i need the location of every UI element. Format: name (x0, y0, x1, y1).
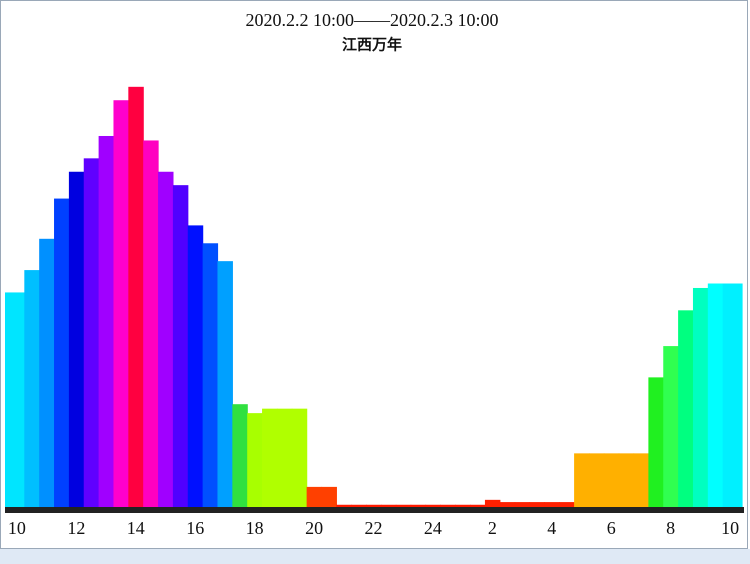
bar (484, 499, 501, 507)
bar (559, 502, 575, 507)
x-tick-label: 18 (246, 518, 264, 538)
x-tick-label: 2 (488, 518, 497, 538)
bar (24, 270, 40, 507)
bar (707, 283, 724, 507)
bar (232, 404, 248, 507)
bar (247, 413, 263, 507)
bar (618, 453, 635, 507)
x-tick-label: 10 (721, 518, 739, 538)
bar (603, 453, 620, 507)
bar (455, 504, 471, 507)
bar (499, 502, 516, 507)
bar (143, 140, 159, 507)
x-tick-label: 10 (8, 518, 26, 538)
bar (395, 504, 412, 507)
bar (276, 408, 293, 507)
bar (544, 502, 560, 507)
bar (98, 135, 115, 508)
bar (380, 504, 397, 507)
chart-subtitle: 江西万年 (342, 36, 402, 54)
bar (321, 486, 337, 507)
bar (648, 377, 664, 507)
bar (83, 158, 100, 507)
bar (306, 486, 323, 507)
x-tick-label: 22 (365, 518, 383, 538)
x-tick-label: 16 (186, 518, 204, 538)
bar (410, 504, 427, 507)
bar (425, 504, 441, 507)
bar (722, 283, 743, 507)
bar (351, 504, 367, 507)
bar (514, 502, 531, 507)
bar (574, 453, 590, 507)
bar (172, 185, 189, 507)
bar (440, 504, 456, 507)
x-tick-label: 24 (424, 518, 442, 538)
bar (5, 292, 25, 507)
bar (678, 310, 694, 507)
bar (187, 225, 204, 507)
x-tick-label: 12 (67, 518, 85, 538)
x-axis (5, 507, 744, 513)
x-tick-label: 20 (305, 518, 323, 538)
bar (529, 502, 545, 507)
bar (128, 86, 144, 507)
bottom-strip (0, 549, 750, 564)
bar (692, 287, 709, 507)
bar (39, 238, 55, 508)
bar (633, 453, 649, 507)
bar (291, 408, 308, 507)
bar (663, 346, 679, 507)
bar (262, 408, 278, 507)
bar (588, 453, 605, 507)
bar (158, 171, 174, 507)
bar (366, 504, 382, 507)
bar (470, 504, 486, 507)
bar (113, 100, 129, 507)
x-tick-label: 6 (607, 518, 616, 538)
bar (54, 198, 70, 507)
bar (336, 504, 352, 507)
bar (202, 243, 219, 507)
chart-title: 2020.2.2 10:00——2020.2.3 10:00 (245, 10, 498, 30)
x-tick-label: 4 (547, 518, 556, 538)
x-tick-label: 8 (666, 518, 675, 538)
bar (68, 171, 85, 507)
x-tick-label: 14 (127, 518, 145, 538)
bar (217, 261, 233, 507)
